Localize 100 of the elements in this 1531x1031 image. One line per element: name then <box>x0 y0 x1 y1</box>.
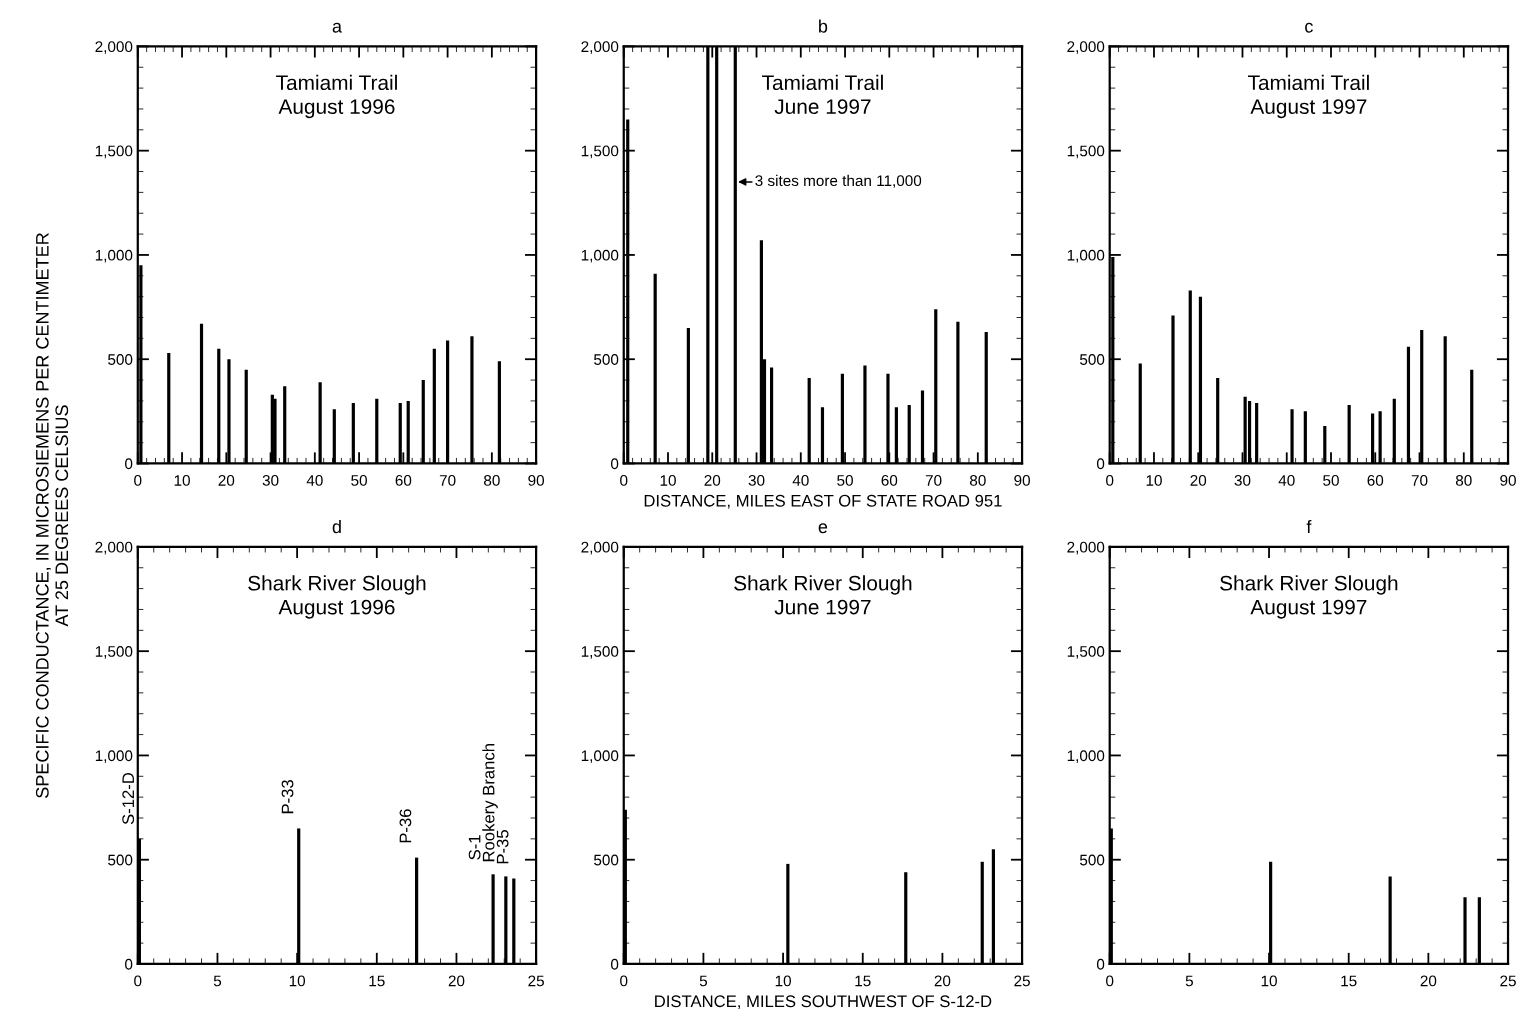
x-tick-label: 80 <box>1455 475 1472 486</box>
x-tick-label: 30 <box>748 475 765 486</box>
y-tick-label: 2,000 <box>95 541 133 555</box>
chart-title: b <box>819 19 828 33</box>
x-tick-label: 50 <box>837 475 853 486</box>
y-tick-label: 1,000 <box>581 249 619 263</box>
x-tick-label: 20 <box>934 975 951 987</box>
x-tick-label: 0 <box>620 975 628 987</box>
x-tick-label: 10 <box>775 975 791 987</box>
x-tick-label: 80 <box>969 475 986 486</box>
x-axis-title: DISTANCE, MILES SOUTHWEST OF S-12-D <box>655 995 992 1010</box>
annotation: Tamiami Trail August 1996 <box>276 74 397 119</box>
annotation: P-35 <box>496 830 509 864</box>
y-tick-label: 1,500 <box>581 145 619 159</box>
x-tick-label: 40 <box>792 475 809 486</box>
y-tick-label: 500 <box>108 354 133 365</box>
x-tick-label: 50 <box>351 475 367 486</box>
y-axis-title: SPECIFIC CONDUCTANCE, IN MICROSIEMENS PER CENTIMETER AT 25 DEGREES CELSIUS <box>35 233 69 798</box>
annotation: Shark River Slough August 1996 <box>248 575 426 619</box>
y-tick-label: 500 <box>594 354 619 365</box>
annotation: P-33 <box>281 780 294 814</box>
x-tick-label: 10 <box>174 475 190 486</box>
x-tick-label: 10 <box>1261 975 1277 987</box>
annotation: Rookery Branch <box>482 744 498 862</box>
x-tick-label: 15 <box>1341 975 1357 987</box>
annotation: S-12-D <box>122 772 135 825</box>
y-tick-label: 500 <box>1079 854 1105 866</box>
x-tick-label: 0 <box>134 475 142 486</box>
y-tick-label: 1,000 <box>1067 750 1105 763</box>
x-tick-label: 10 <box>289 975 306 987</box>
y-tick-label: 2,000 <box>581 41 619 54</box>
x-tick-label: 80 <box>484 475 500 486</box>
y-tick-label: 1,000 <box>1067 249 1105 263</box>
x-tick-label: 90 <box>1014 475 1030 486</box>
y-tick-label: 0 <box>610 958 619 970</box>
y-tick-label: 1,500 <box>95 646 133 659</box>
annotation: Tamiami Trail June 1997 <box>762 74 883 115</box>
x-tick-label: 10 <box>660 475 676 486</box>
x-tick-label: 25 <box>528 975 544 987</box>
y-tick-label: 1,000 <box>581 750 619 763</box>
x-tick-label: 10 <box>1146 475 1162 486</box>
x-axis-title: DISTANCE, MILES EAST OF STATE ROAD 951 <box>644 494 1002 509</box>
y-tick-label: 1,000 <box>95 750 133 763</box>
x-tick-label: 20 <box>1190 475 1207 486</box>
x-tick-label: 70 <box>1411 475 1428 486</box>
x-tick-label: 60 <box>1367 475 1384 486</box>
x-tick-label: 5 <box>699 975 708 987</box>
y-tick-label: 2,000 <box>581 541 619 555</box>
x-tick-label: 60 <box>395 475 412 486</box>
x-tick-label: 20 <box>704 475 721 486</box>
chart-title: d <box>332 519 341 534</box>
x-tick-label: 40 <box>306 475 323 486</box>
x-tick-label: 0 <box>134 975 142 987</box>
x-tick-label: 50 <box>1323 475 1339 486</box>
x-tick-label: 60 <box>881 475 898 486</box>
y-tick-label: 1,500 <box>95 145 133 159</box>
x-tick-label: 30 <box>262 475 279 486</box>
x-tick-label: 0 <box>1106 975 1114 987</box>
x-tick-label: 20 <box>448 975 465 987</box>
annotation: Shark River Slough June 1997 <box>734 575 912 615</box>
y-tick-label: 500 <box>1079 354 1105 365</box>
x-tick-label: 0 <box>1106 475 1114 486</box>
chart-title: a <box>332 22 342 33</box>
annotation: 3 sites more than 11,000 <box>755 174 922 188</box>
annotation: P-36 <box>399 809 412 843</box>
x-tick-label: 5 <box>213 975 222 987</box>
x-tick-label: 15 <box>855 975 871 987</box>
y-tick-label: 500 <box>108 854 133 866</box>
x-tick-label: 90 <box>1500 475 1516 486</box>
x-tick-label: 20 <box>1420 975 1437 987</box>
x-tick-label: 90 <box>528 475 545 486</box>
chart-title: f <box>1306 519 1312 534</box>
annotation: Shark River Slough August 1997 <box>1220 575 1398 619</box>
y-tick-label: 1,000 <box>95 249 133 263</box>
x-tick-label: 25 <box>1500 975 1516 987</box>
x-tick-label: 5 <box>1185 975 1193 987</box>
y-tick-label: 0 <box>1096 458 1105 470</box>
y-tick-label: 1,500 <box>1067 646 1105 659</box>
y-tick-label: 0 <box>125 458 133 470</box>
chart-title: c <box>1305 22 1313 33</box>
x-tick-label: 20 <box>218 475 235 486</box>
chart-title: e <box>818 523 828 534</box>
x-tick-label: 0 <box>620 475 628 486</box>
y-tick-label: 1,500 <box>1067 145 1105 159</box>
x-tick-label: 30 <box>1234 475 1251 486</box>
y-tick-label: 0 <box>125 958 133 970</box>
y-tick-label: 0 <box>1096 958 1105 970</box>
y-tick-label: 2,000 <box>95 41 133 54</box>
x-tick-label: 70 <box>439 475 456 486</box>
y-tick-label: 2,000 <box>1067 41 1105 54</box>
annotation: Tamiami Trail August 1997 <box>1248 74 1369 119</box>
x-tick-label: 40 <box>1278 475 1295 486</box>
x-tick-label: 70 <box>925 475 942 486</box>
y-tick-label: 500 <box>594 854 619 866</box>
x-tick-label: 15 <box>369 975 385 987</box>
y-tick-label: 0 <box>610 458 619 470</box>
y-tick-label: 1,500 <box>581 646 619 659</box>
x-tick-label: 25 <box>1014 975 1030 987</box>
y-tick-label: 2,000 <box>1067 541 1105 555</box>
annotation: S-1 <box>468 835 481 860</box>
